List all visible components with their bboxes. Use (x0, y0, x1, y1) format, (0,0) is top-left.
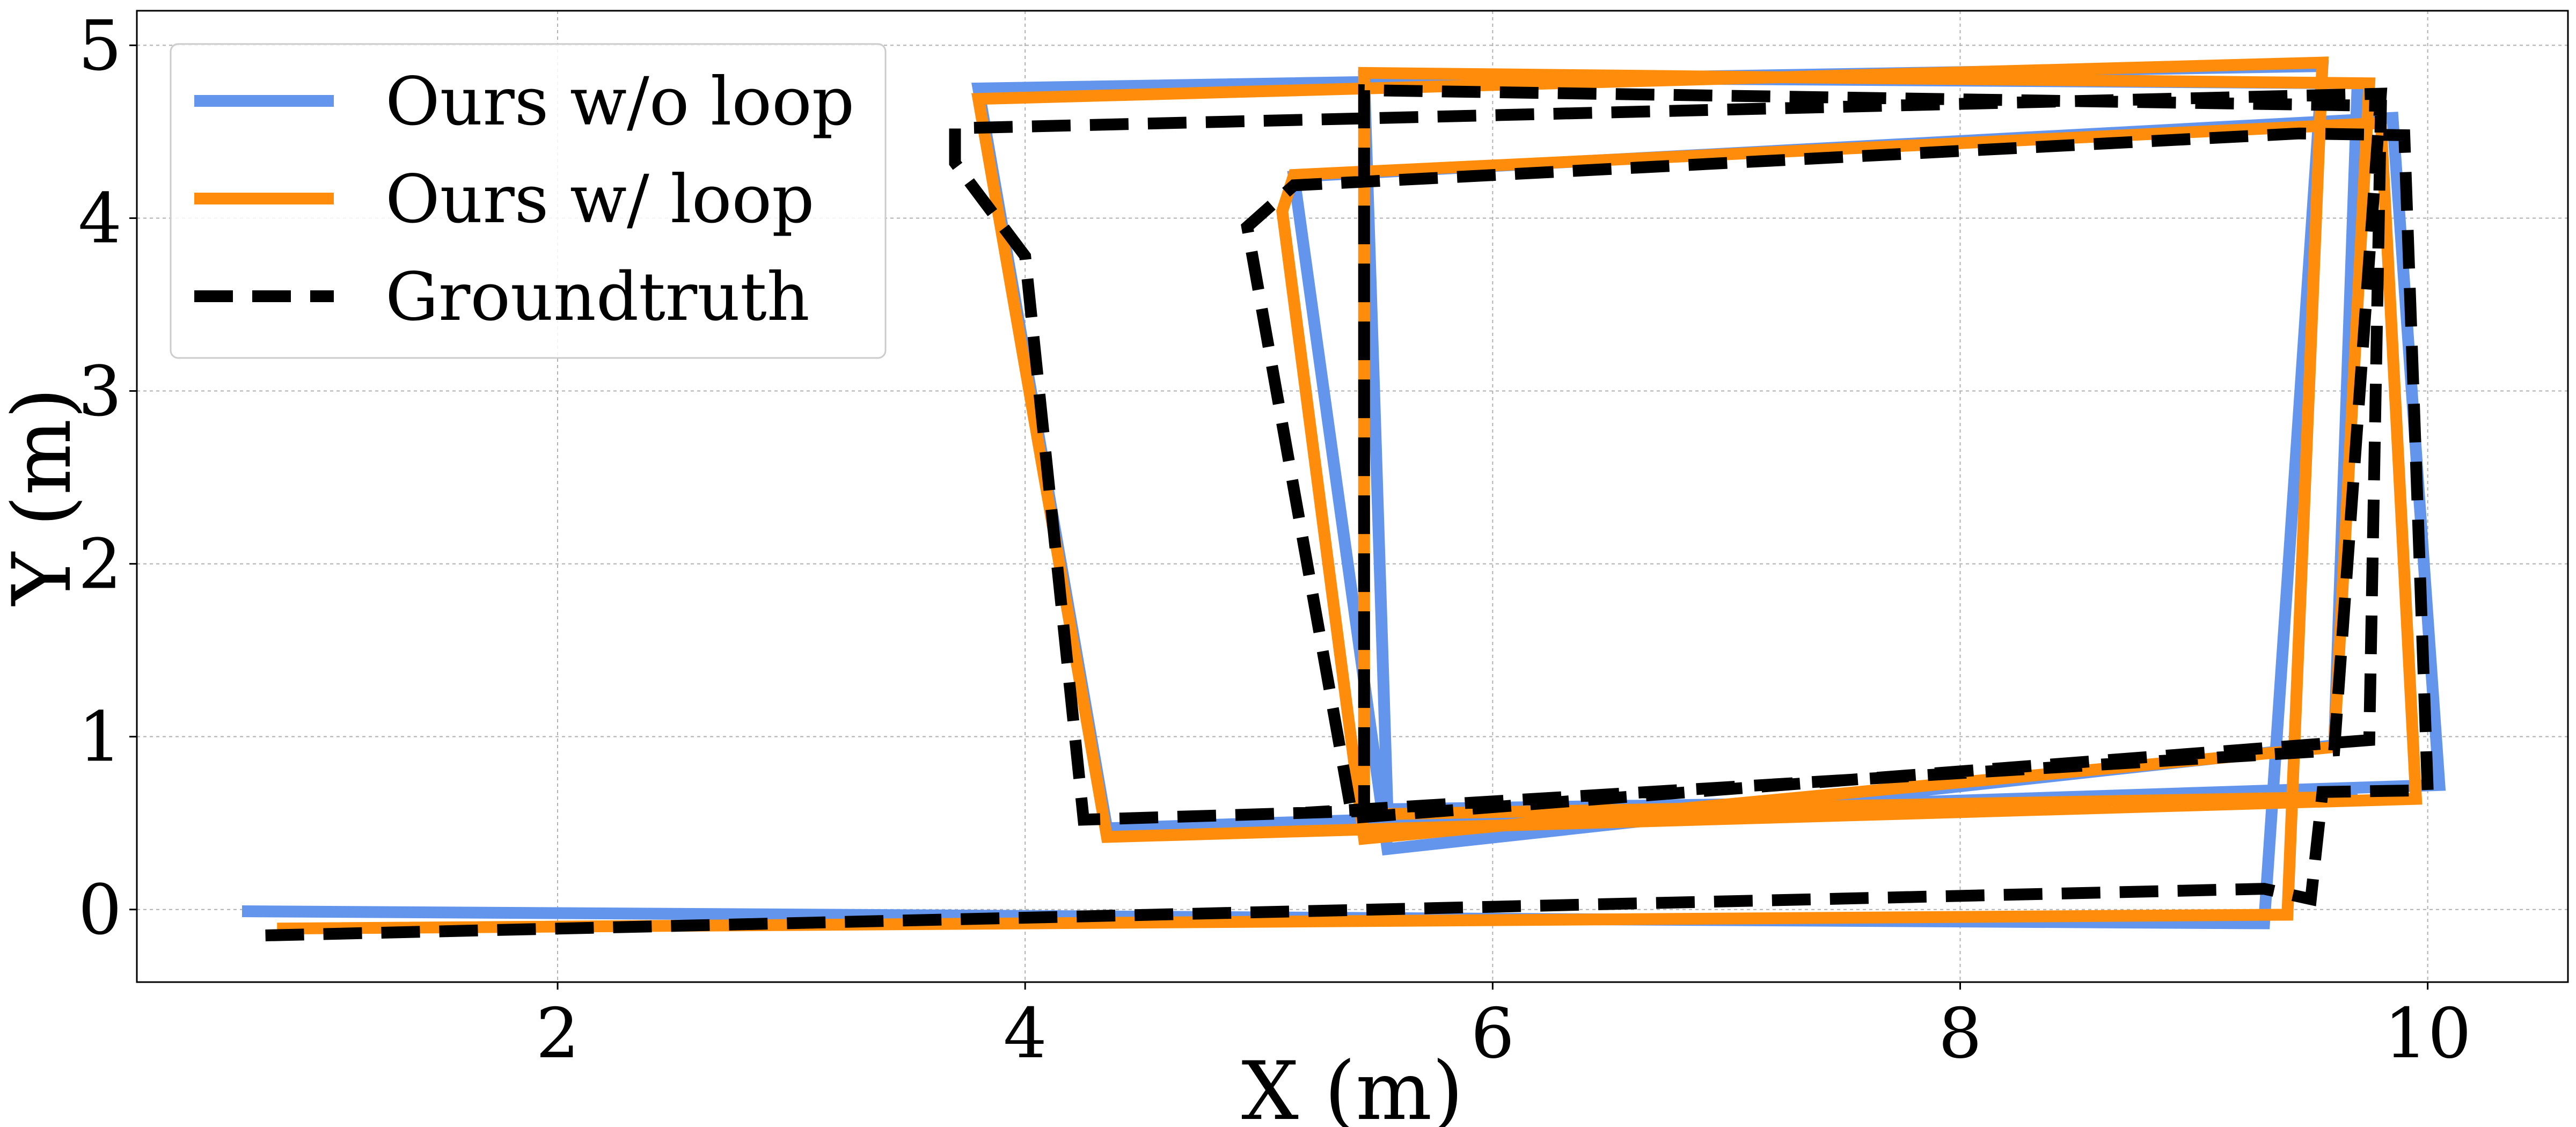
x-tick-label: 8 (1938, 994, 1982, 1074)
plot-frame (136, 10, 2569, 983)
y-axis-label: Y (m) (0, 387, 89, 606)
y-tick-label: 0 (78, 870, 122, 950)
y-tick-label: 1 (78, 698, 122, 778)
x-axis-label: X (m) (1241, 1045, 1463, 1127)
y-tick-label: 2 (78, 525, 122, 605)
x-tick-label: 6 (1471, 994, 1514, 1074)
y-tick-label: 3 (78, 352, 122, 432)
series-groundtruth (265, 84, 2434, 941)
legend-box (170, 43, 887, 359)
x-tick-label: 4 (1003, 994, 1046, 1074)
legend: Ours w/o loop Ours w/ loop Groundtruth (170, 43, 887, 359)
y-tick-label: 5 (78, 6, 122, 86)
x-tick-label: 2 (536, 994, 579, 1074)
legend-label-ours-wo-loop: Ours w/o loop (385, 63, 854, 141)
x-tick-label: 10 (2384, 994, 2471, 1074)
series-lines (241, 56, 2446, 941)
legend-label-ours-w-loop: Ours w/ loop (385, 161, 815, 238)
y-tick-label: 4 (78, 179, 122, 259)
legend-label-groundtruth: Groundtruth (385, 259, 810, 336)
series-ours-w-loop (277, 56, 2423, 935)
axis-ticks: 2 4 6 8 10 0 1 2 3 4 5 (78, 6, 2472, 1074)
